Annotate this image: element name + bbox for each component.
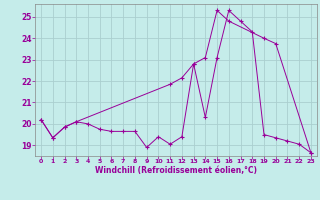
X-axis label: Windchill (Refroidissement éolien,°C): Windchill (Refroidissement éolien,°C): [95, 166, 257, 175]
